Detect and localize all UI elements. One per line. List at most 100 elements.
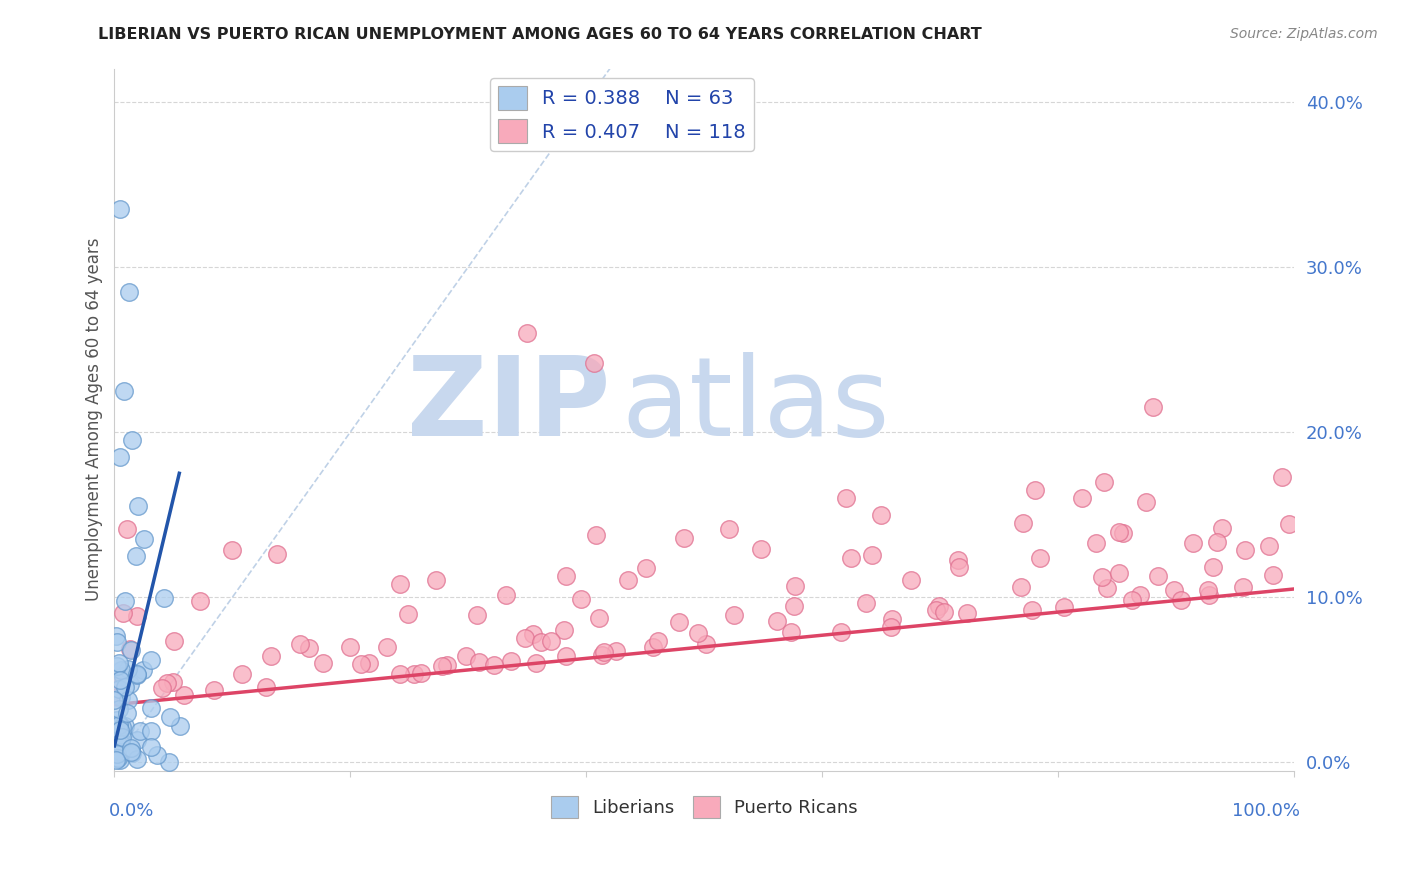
Point <box>104 747 127 761</box>
Point <box>152 591 174 605</box>
Point <box>1257 539 1279 553</box>
Point <box>588 611 610 625</box>
Point <box>110 753 132 767</box>
Point <box>298 640 321 655</box>
Point <box>569 592 592 607</box>
Point <box>110 737 132 751</box>
Point <box>120 643 142 657</box>
Point <box>723 607 745 622</box>
Point <box>114 680 136 694</box>
Point <box>782 599 804 613</box>
Point <box>591 648 613 662</box>
Point <box>117 285 139 299</box>
Point <box>105 635 128 649</box>
Point <box>526 656 548 670</box>
Point <box>766 615 789 629</box>
Text: 100.0%: 100.0% <box>1232 802 1301 821</box>
Point <box>173 689 195 703</box>
Point <box>522 627 544 641</box>
Point <box>1029 551 1052 566</box>
Point <box>900 573 922 587</box>
Point <box>668 615 690 629</box>
Point <box>1233 542 1256 557</box>
Point <box>1271 470 1294 484</box>
Point <box>1278 517 1301 532</box>
Point <box>104 754 127 768</box>
Point <box>128 724 150 739</box>
Point <box>111 606 134 620</box>
Point <box>1181 536 1204 550</box>
Point <box>1024 483 1046 497</box>
Point <box>127 500 149 514</box>
Point <box>115 706 138 720</box>
Point <box>402 666 425 681</box>
Point <box>830 624 852 639</box>
Point <box>157 755 180 769</box>
Point <box>1202 560 1225 574</box>
Point <box>163 634 186 648</box>
Point <box>553 623 575 637</box>
Point <box>107 682 129 697</box>
Point <box>312 656 335 670</box>
Point <box>617 573 640 587</box>
Point <box>1053 599 1076 614</box>
Point <box>111 730 134 744</box>
Point <box>555 649 578 664</box>
Point <box>1197 583 1219 598</box>
Point <box>1142 401 1164 415</box>
Text: ZIP: ZIP <box>406 352 610 459</box>
Point <box>1198 588 1220 602</box>
Point <box>1092 475 1115 489</box>
Point <box>409 665 432 680</box>
Point <box>1108 566 1130 581</box>
Point <box>114 719 136 733</box>
Point <box>647 634 669 648</box>
Point <box>221 543 243 558</box>
Point <box>718 522 741 536</box>
Point <box>103 693 125 707</box>
Point <box>139 701 162 715</box>
Point <box>124 549 146 563</box>
Point <box>870 508 893 522</box>
Point <box>121 434 143 448</box>
Point <box>169 719 191 733</box>
Point <box>855 597 877 611</box>
Point <box>389 577 412 591</box>
Point <box>121 746 143 760</box>
Point <box>108 718 131 732</box>
Point <box>673 532 696 546</box>
Point <box>779 624 801 639</box>
Point <box>231 666 253 681</box>
Point <box>115 522 138 536</box>
Point <box>585 528 607 542</box>
Point <box>117 662 139 676</box>
Point <box>530 635 553 649</box>
Point <box>641 640 664 654</box>
Point <box>1129 588 1152 602</box>
Point <box>1095 581 1118 595</box>
Point <box>516 326 538 340</box>
Point <box>110 202 132 216</box>
Point <box>432 659 454 673</box>
Point <box>105 735 128 749</box>
Point <box>592 645 614 659</box>
Point <box>118 677 141 691</box>
Point <box>105 747 128 762</box>
Text: atlas: atlas <box>621 352 890 459</box>
Point <box>188 594 211 608</box>
Point <box>1135 495 1157 509</box>
Text: 0.0%: 0.0% <box>108 802 153 821</box>
Point <box>925 603 948 617</box>
Point <box>107 702 129 716</box>
Point <box>1021 603 1043 617</box>
Point <box>150 681 173 696</box>
Point <box>1163 582 1185 597</box>
Point <box>107 751 129 765</box>
Point <box>783 579 806 593</box>
Point <box>357 657 380 671</box>
Point <box>860 548 883 562</box>
Point <box>146 747 169 762</box>
Point <box>266 547 288 561</box>
Point <box>688 625 710 640</box>
Point <box>127 732 149 747</box>
